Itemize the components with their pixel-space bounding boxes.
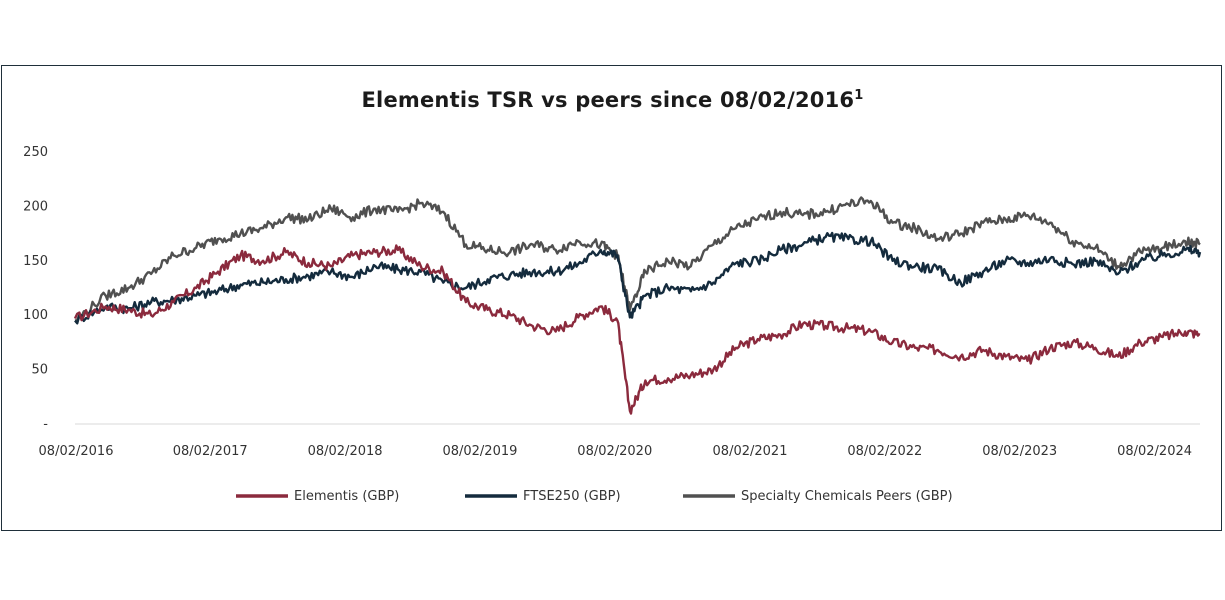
chart-frame <box>1 65 1222 531</box>
x-tick-label: 08/02/2020 <box>577 444 652 459</box>
x-tick-label: 08/02/2018 <box>308 444 383 459</box>
x-axis-ticks: 08/02/2016 08/02/2017 08/02/2018 08/02/2019… <box>39 444 1192 459</box>
y-tick-label: 50 <box>31 363 48 378</box>
x-tick-label: 08/02/2019 <box>442 444 517 459</box>
x-tick-label: 08/02/2017 <box>173 444 248 459</box>
y-tick-label: 150 <box>23 254 48 269</box>
x-tick-label: 08/02/2016 <box>39 444 114 459</box>
x-tick-label: 08/02/2022 <box>847 444 922 459</box>
legend-label: Specialty Chemicals Peers (GBP) <box>741 489 953 504</box>
series-line <box>74 196 1201 322</box>
legend-label: Elementis (GBP) <box>294 489 399 504</box>
chart-title: Elementis TSR vs peers since 08/02/20161 <box>361 88 864 112</box>
y-tick-label: 250 <box>23 145 48 160</box>
y-tick-label: 200 <box>23 199 48 214</box>
legend: Elementis (GBP) FTSE250 (GBP) Specialty Ch… <box>236 489 953 504</box>
y-tick-label: - <box>43 417 48 432</box>
x-tick-label: 08/02/2023 <box>982 444 1057 459</box>
x-tick-label: 08/02/2024 <box>1117 444 1192 459</box>
series-line <box>73 244 1201 415</box>
legend-label: FTSE250 (GBP) <box>523 489 621 504</box>
series-lines <box>73 196 1202 415</box>
y-axis-ticks: - 50 100 150 200 250 <box>23 145 48 432</box>
series-line <box>74 231 1202 325</box>
y-tick-label: 100 <box>23 308 48 323</box>
x-tick-label: 08/02/2021 <box>713 444 788 459</box>
